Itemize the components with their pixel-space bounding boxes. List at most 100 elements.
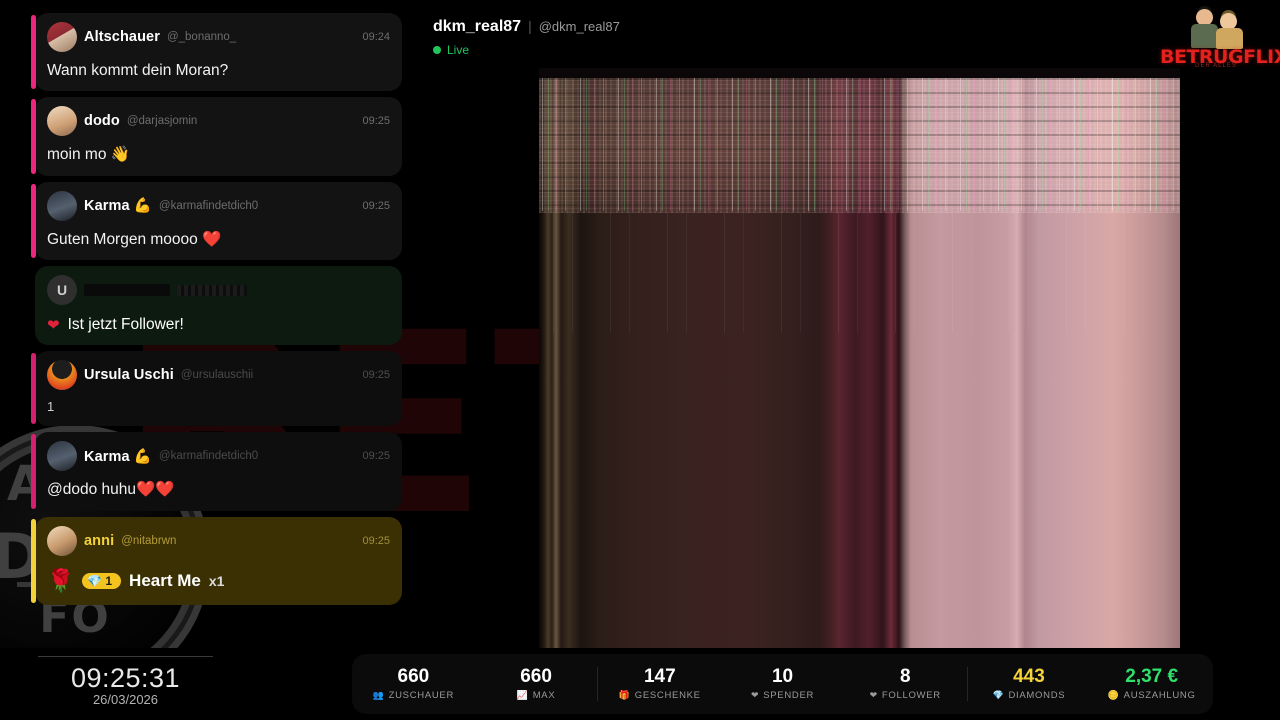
stat-value: 147 xyxy=(643,665,676,687)
follower-event-body: ❤ Ist jetzt Follower! xyxy=(47,316,390,334)
logo-head-left-icon xyxy=(1196,9,1213,26)
stats-divider xyxy=(597,667,599,701)
chat-message[interactable]: dodo @darjasjomin 09:25 moin mo 👋 xyxy=(31,97,402,176)
message-text: @dodo huhu❤️❤️ xyxy=(47,481,175,499)
stat-value: 8 xyxy=(899,665,911,687)
stats-divider xyxy=(966,667,968,701)
stat-label: MAX xyxy=(532,690,556,702)
gift-icon: 🎁 xyxy=(618,690,631,701)
message-timestamp: 09:25 xyxy=(362,369,390,382)
chat-feed[interactable]: Altschauer @_bonanno_ 09:24 Wann kommt d… xyxy=(0,0,432,655)
message-header: anni @nitabrwn 09:25 xyxy=(47,525,390,556)
stat-label: GESCHENKE xyxy=(634,690,701,702)
chat-message[interactable]: Karma 💪 @karmafindetdich0 09:25 @dodo hu… xyxy=(31,432,402,511)
gift-event-card[interactable]: anni @nitabrwn 09:25 🌹 💎 1 Heart Me x1 xyxy=(31,516,402,605)
avatar[interactable] xyxy=(47,360,77,391)
bottom-bar: 09:25:31 26/03/2026 660 👥 ZUSCHAUER 660 … xyxy=(0,648,1280,720)
avatar[interactable]: U xyxy=(47,275,77,306)
stream-header: dkm_real87 | @dkm_real87 Live xyxy=(433,18,620,57)
stat-value: 10 xyxy=(771,665,794,687)
stream-separator: | xyxy=(528,18,532,34)
follower-event-card[interactable]: U ❤ Ist jetzt Follower! xyxy=(35,266,402,346)
message-handle: @karmafindetdich0 xyxy=(158,450,259,463)
betrugflix-logo[interactable]: BETRUGFLIX DER ALLES xyxy=(1160,6,1280,72)
stat-label: AUSZAHLUNG xyxy=(1123,690,1196,702)
stat-label: ZUSCHAUER xyxy=(388,690,455,702)
gift-name: Heart Me xyxy=(129,570,201,590)
clock-widget: 09:25:31 26/03/2026 xyxy=(38,656,213,707)
message-timestamp: 09:25 xyxy=(362,115,390,128)
avatar[interactable] xyxy=(47,22,77,52)
stream-handle: @dkm_real87 xyxy=(538,19,620,34)
message-header: Altschauer @_bonanno_ 09:24 xyxy=(47,22,390,52)
live-label: Live xyxy=(447,43,470,57)
stat-label-row: 🪙 AUSZAHLUNG xyxy=(1090,690,1213,701)
stat-value: 2,37 € xyxy=(1125,665,1179,687)
message-timestamp: 09:25 xyxy=(362,534,390,547)
stat-label-row: ❤ SPENDER xyxy=(721,690,844,701)
viewers-icon: 👥 xyxy=(372,690,385,701)
avatar[interactable] xyxy=(47,525,77,556)
stat-label-row: 📈 MAX xyxy=(475,690,598,701)
heart-icon: ❤ xyxy=(869,690,878,701)
stat-label: SPENDER xyxy=(763,690,815,702)
message-username: Karma 💪 xyxy=(84,448,152,465)
chat-message[interactable]: Ursula Uschi @ursulauschii 09:25 1 xyxy=(31,351,402,427)
message-timestamp: 09:25 xyxy=(362,199,390,212)
stat-spender: 10 ❤ SPENDER xyxy=(721,665,844,701)
stat-value: 660 xyxy=(397,665,430,687)
chart-icon: 📈 xyxy=(516,690,529,701)
message-username: Karma 💪 xyxy=(84,198,152,215)
diamond-value: 1 xyxy=(105,573,113,588)
follower-event-text: Ist jetzt Follower! xyxy=(67,316,184,334)
chat-message[interactable]: Altschauer @_bonanno_ 09:24 Wann kommt d… xyxy=(31,13,402,92)
message-timestamp: 09:24 xyxy=(362,31,390,43)
message-text: 1 xyxy=(47,399,55,415)
message-handle: @ursulauschii xyxy=(180,369,254,382)
logo-body-right-icon xyxy=(1216,28,1243,49)
stat-label-row: ❤ FOLLOWER xyxy=(844,690,967,701)
stream-display-name: dkm_real87 xyxy=(433,18,522,35)
diamond-icon: 💎 xyxy=(87,573,103,588)
avatar[interactable] xyxy=(47,190,77,221)
stat-value: 443 xyxy=(1013,665,1045,687)
message-header: Ursula Uschi @ursulauschii 09:25 xyxy=(47,360,390,391)
stats-panel: 660 👥 ZUSCHAUER 660 📈 MAX 147 🎁 GESCHENK… xyxy=(352,654,1213,714)
redacted-username xyxy=(84,284,170,297)
chat-message[interactable]: Karma 💪 @karmafindetdich0 09:25 Guten Mo… xyxy=(31,181,402,261)
message-header: dodo @darjasjomin 09:25 xyxy=(47,106,390,137)
message-username: dodo xyxy=(84,113,120,130)
video-glitch-artifact xyxy=(539,68,1180,213)
message-text: Wann kommt dein Moran? xyxy=(47,62,229,79)
message-timestamp: 09:25 xyxy=(362,450,390,463)
live-video-player[interactable] xyxy=(539,68,1180,649)
stat-follower: 8 ❤ FOLLOWER xyxy=(844,665,967,701)
stat-label-row: 💎 DIAMONDS xyxy=(968,690,1091,701)
heart-icon: ❤ xyxy=(47,317,60,335)
coin-icon: 🪙 xyxy=(1107,690,1120,701)
message-header: U xyxy=(47,275,390,306)
stream-identity: dkm_real87 | @dkm_real87 xyxy=(433,18,620,36)
diamond-badge: 💎 1 xyxy=(82,572,122,589)
gift-multiplier: x1 xyxy=(208,572,225,589)
stat-diamonds: 443 💎 DIAMONDS xyxy=(968,665,1091,701)
gift-event-body: 🌹 💎 1 Heart Me x1 xyxy=(47,568,390,594)
avatar[interactable] xyxy=(47,441,77,472)
diamond-icon: 💎 xyxy=(992,690,1005,701)
logo-head-right-icon xyxy=(1220,13,1237,30)
message-handle: @darjasjomin xyxy=(126,115,198,128)
logo-wordmark: BETRUGFLIX xyxy=(1160,46,1280,68)
clock-time: 09:25:31 xyxy=(70,663,181,693)
avatar[interactable] xyxy=(47,106,77,137)
clock-date: 26/03/2026 xyxy=(92,692,159,707)
stat-value: 660 xyxy=(520,665,552,687)
stat-max: 660 📈 MAX xyxy=(475,665,598,701)
live-dot-icon xyxy=(433,46,441,54)
message-username: anni xyxy=(84,532,115,549)
message-handle: @nitabrwn xyxy=(121,534,177,547)
live-status-badge: Live xyxy=(433,43,620,57)
stat-label: DIAMONDS xyxy=(1008,690,1066,702)
video-top-letterbox xyxy=(539,68,1180,78)
stat-label-row: 👥 ZUSCHAUER xyxy=(352,690,475,701)
message-text: moin mo 👋 xyxy=(47,146,131,164)
